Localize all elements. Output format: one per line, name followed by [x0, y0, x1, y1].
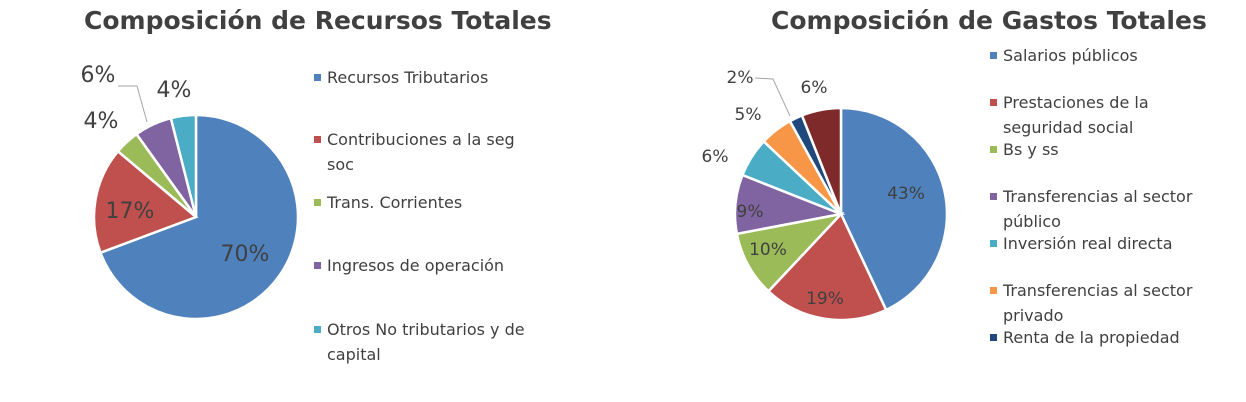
legend-label: Salarios públicos — [1003, 46, 1138, 65]
legend-label: Inversión real directa — [1003, 234, 1173, 253]
data-label: 43% — [887, 184, 925, 204]
legend-label: Contribuciones a la seg soc — [327, 130, 515, 174]
legend-item: Bs y ss — [990, 137, 1220, 162]
legend-item: Transferencias al sector privado — [990, 278, 1220, 328]
legend-swatch — [990, 99, 997, 106]
legend-swatch — [990, 146, 997, 153]
recursos-chart-panel: Composición de Recursos Totales 70% 17% 4%… — [81, 6, 552, 367]
legend-label: Transferencias al sector público — [1003, 187, 1193, 231]
legend-swatch — [314, 74, 321, 81]
legend-label: Prestaciones de la seguridad social — [1003, 93, 1149, 137]
legend-item: Contribuciones a la seg soc — [314, 127, 544, 177]
legend-swatch — [990, 52, 997, 59]
data-label: 19% — [806, 289, 844, 309]
leader-line — [754, 77, 791, 117]
legend-item: Ingresos de operación — [314, 253, 544, 278]
legend-swatch — [990, 240, 997, 247]
legend-swatch — [314, 199, 321, 206]
legend-swatch — [314, 262, 321, 269]
data-label: 10% — [749, 240, 787, 260]
legend-label: Recursos Tributarios — [327, 68, 489, 87]
data-label: 4% — [84, 109, 119, 134]
pie-slice — [839, 106, 949, 312]
data-label: 5% — [735, 105, 762, 125]
legend-label: Transferencias al sector privado — [1003, 281, 1193, 325]
legend-swatch — [990, 334, 997, 341]
data-label: 4% — [157, 78, 192, 103]
legend-label: Renta de la propiedad — [1003, 328, 1180, 347]
legend-swatch — [314, 136, 321, 143]
data-label: 17% — [106, 199, 155, 224]
data-label: 70% — [221, 242, 270, 267]
data-label: 6% — [801, 78, 828, 98]
gastos-chart-panel: Composición de Gastos Totales 43% 19% 10% 9… — [623, 0, 1246, 402]
data-label: 9% — [737, 202, 764, 222]
pie-slice — [92, 149, 199, 255]
data-label: 6% — [702, 147, 729, 167]
legend-swatch — [314, 326, 321, 333]
legend-item: Inversión real directa — [990, 231, 1220, 256]
pie-slice — [766, 211, 888, 322]
legend-label: Ingresos de operación — [327, 256, 505, 275]
chart-title: Composición de Gastos Totales — [771, 6, 1207, 35]
chart-title: Composición de Recursos Totales — [84, 6, 552, 35]
legend-label: Trans. Corrientes — [327, 193, 463, 212]
legend-item: Trans. Corrientes — [314, 190, 544, 215]
legend-swatch — [990, 193, 997, 200]
legend-item: Prestaciones de la seguridad social — [990, 90, 1220, 140]
legend-item: Otros No tributarios y de capital — [314, 317, 544, 367]
legend-item: Salarios públicos — [990, 43, 1220, 68]
leader-line — [118, 85, 148, 123]
pie-slice — [800, 106, 843, 215]
legend-label: Bs y ss — [1003, 140, 1059, 159]
data-label: 2% — [727, 68, 754, 88]
pie-slice — [98, 113, 300, 321]
legend-item: Transferencias al sector público — [990, 184, 1220, 234]
gastos-pie: 43% 19% 10% 9% 6% 5% 2% 6% — [702, 68, 949, 322]
legend-swatch — [990, 287, 997, 294]
legend-item: Recursos Tributarios — [314, 65, 544, 90]
legend-item: Renta de la propiedad — [990, 325, 1220, 350]
data-label: 6% — [81, 63, 116, 88]
pie-slice — [169, 113, 198, 218]
recursos-pie: 70% 17% 4% 6% 4% — [81, 63, 300, 321]
legend-label: Otros No tributarios y de capital — [327, 320, 525, 364]
